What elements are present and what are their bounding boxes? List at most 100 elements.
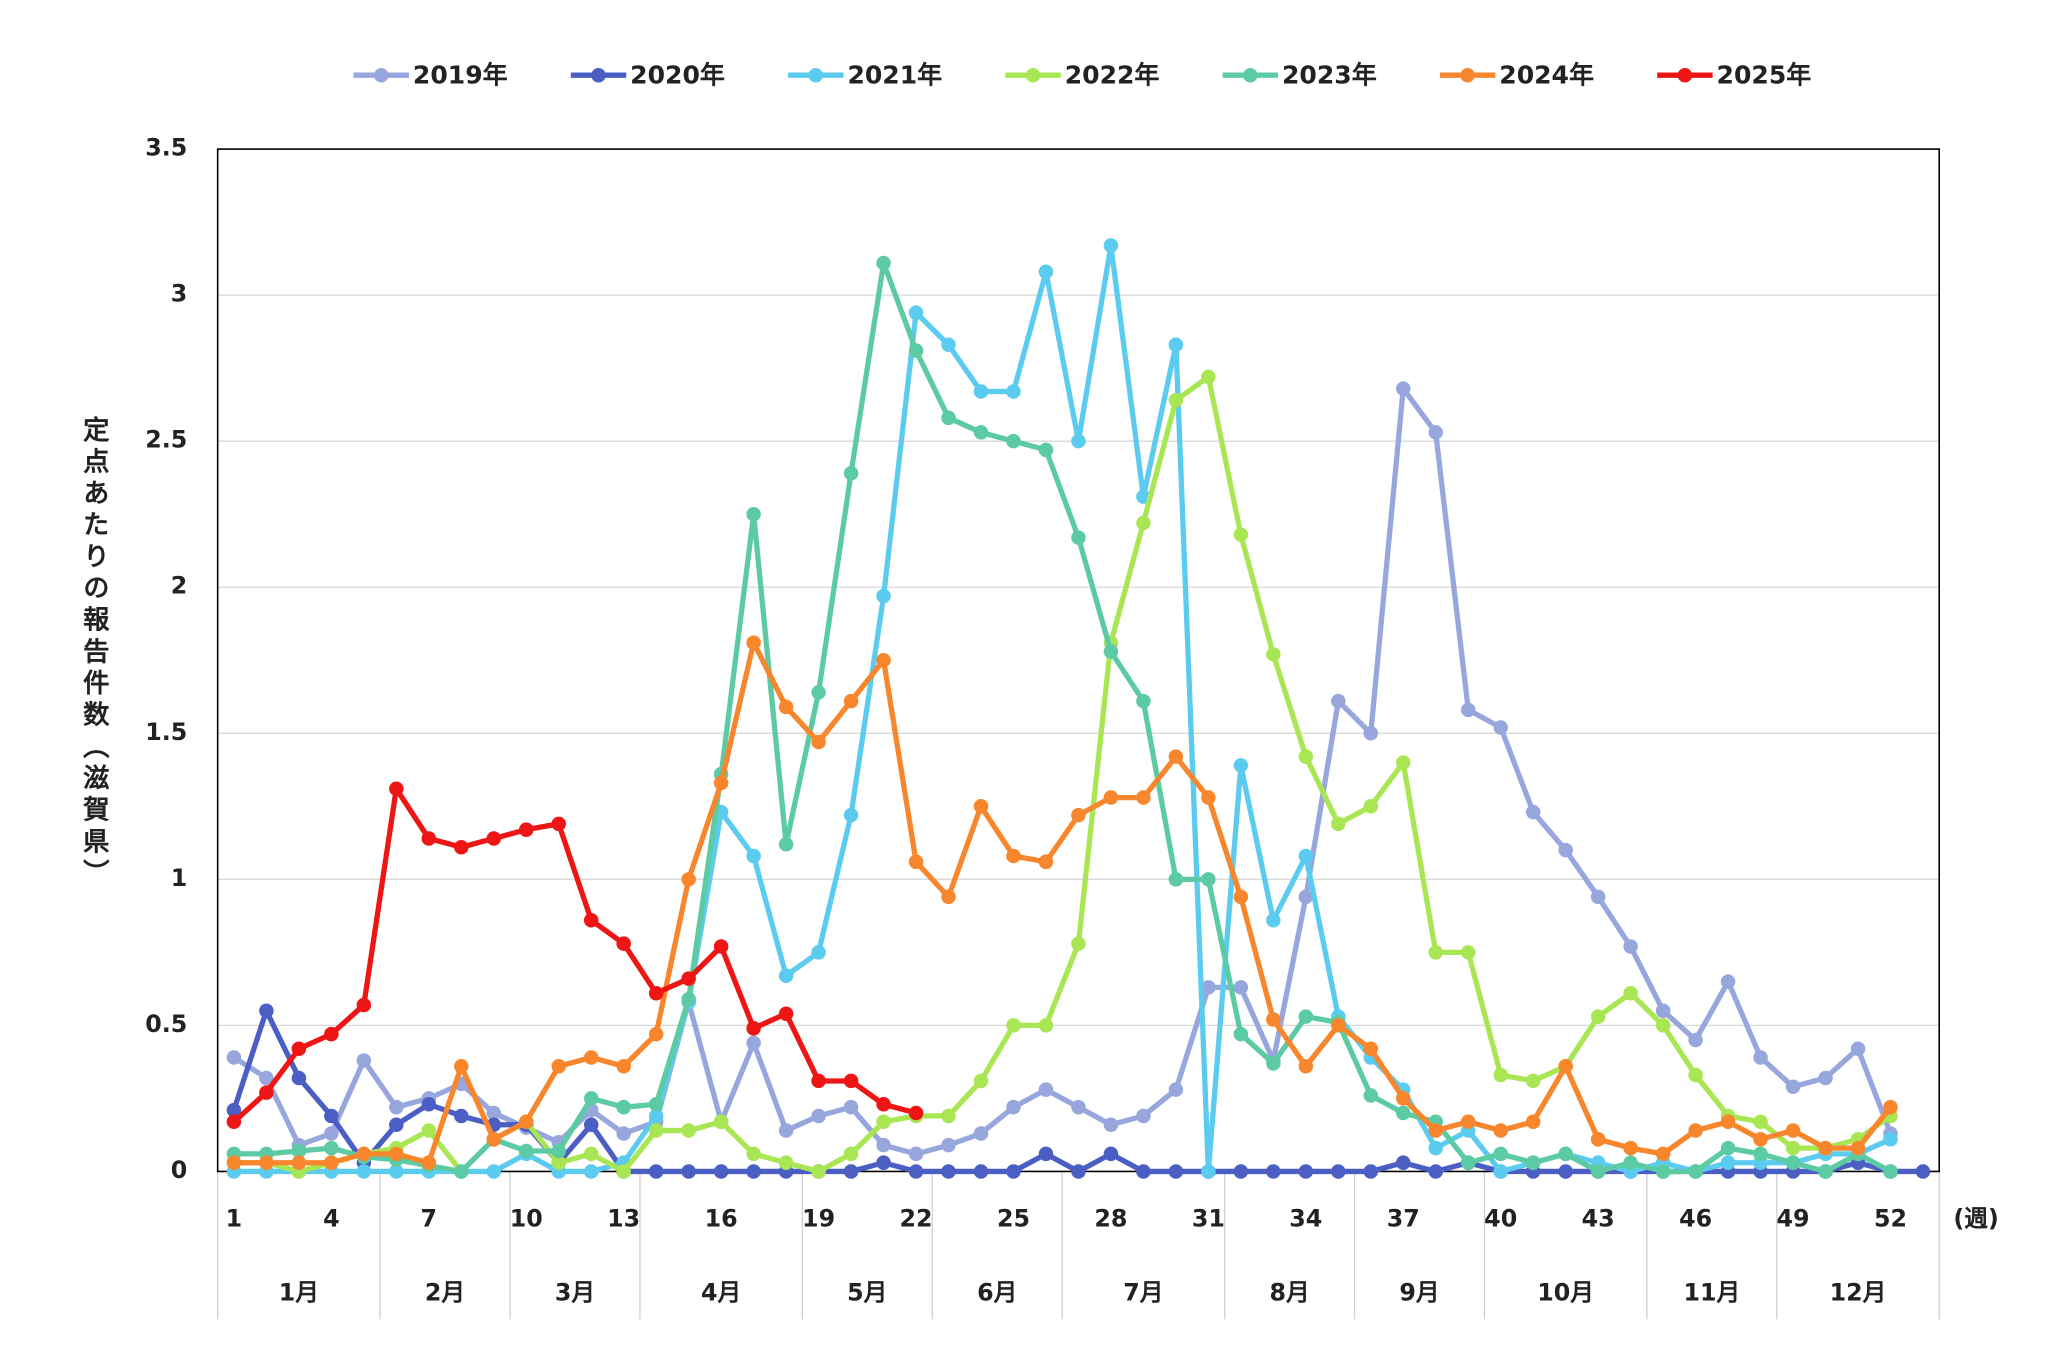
data-point bbox=[291, 1070, 307, 1086]
data-point bbox=[811, 1073, 826, 1089]
data-point bbox=[1233, 1164, 1249, 1179]
data-point bbox=[1590, 1132, 1606, 1147]
data-point bbox=[551, 1143, 566, 1159]
data-point bbox=[876, 1155, 891, 1170]
data-point bbox=[1655, 1164, 1671, 1179]
x-tick-label: 7 bbox=[421, 1205, 438, 1233]
data-point bbox=[843, 1164, 859, 1179]
legend-marker bbox=[591, 67, 606, 83]
data-point bbox=[1233, 889, 1249, 905]
legend-label: 2021年 bbox=[847, 61, 942, 90]
data-point bbox=[1298, 1059, 1314, 1074]
data-point bbox=[518, 1143, 534, 1159]
data-point bbox=[1201, 1164, 1216, 1179]
data-point bbox=[876, 1114, 891, 1130]
data-point bbox=[583, 1091, 599, 1106]
data-point bbox=[454, 839, 469, 855]
data-point bbox=[778, 1123, 794, 1138]
legend-label: 2019年 bbox=[413, 61, 508, 90]
data-point bbox=[1298, 889, 1314, 905]
data-point bbox=[1266, 1012, 1281, 1027]
data-point bbox=[1331, 693, 1346, 709]
data-point bbox=[1103, 1146, 1119, 1162]
data-point bbox=[1201, 980, 1216, 995]
data-point bbox=[1038, 1082, 1054, 1097]
data-point bbox=[1233, 1026, 1249, 1042]
data-point bbox=[1753, 1132, 1768, 1147]
data-point bbox=[1233, 758, 1249, 773]
month-label: 6月 bbox=[977, 1279, 1017, 1307]
data-point bbox=[648, 1097, 664, 1112]
data-point bbox=[1688, 1164, 1703, 1179]
data-point bbox=[1688, 1123, 1703, 1138]
data-point bbox=[648, 1164, 664, 1179]
data-point bbox=[1363, 799, 1379, 814]
data-point bbox=[1298, 848, 1314, 864]
y-tick-label: 2 bbox=[171, 572, 188, 600]
data-point bbox=[1493, 1146, 1508, 1162]
data-point bbox=[389, 1117, 404, 1132]
data-point bbox=[1460, 702, 1476, 718]
data-point bbox=[941, 410, 956, 426]
data-point bbox=[583, 1146, 599, 1162]
data-point bbox=[778, 699, 794, 715]
x-tick-label: 10 bbox=[510, 1205, 543, 1233]
data-point bbox=[1103, 790, 1119, 805]
month-label: 7月 bbox=[1123, 1279, 1163, 1307]
data-point bbox=[1525, 1114, 1541, 1130]
data-point bbox=[1590, 1009, 1606, 1024]
data-point bbox=[1720, 974, 1736, 989]
data-point bbox=[1201, 872, 1216, 887]
data-point bbox=[259, 1155, 274, 1170]
data-point bbox=[746, 1035, 761, 1051]
data-point bbox=[973, 799, 989, 814]
x-tick-label: 31 bbox=[1192, 1205, 1225, 1233]
data-point bbox=[941, 337, 956, 353]
data-point bbox=[389, 781, 404, 797]
data-point bbox=[713, 1164, 729, 1179]
month-label: 4月 bbox=[701, 1279, 741, 1307]
data-point bbox=[1266, 647, 1281, 662]
month-label: 12月 bbox=[1830, 1279, 1887, 1307]
month-label: 2月 bbox=[425, 1279, 465, 1307]
data-point bbox=[1331, 1164, 1346, 1179]
month-label: 11月 bbox=[1683, 1279, 1740, 1307]
data-point bbox=[486, 831, 502, 846]
legend-marker bbox=[808, 67, 824, 83]
data-point bbox=[908, 305, 924, 320]
data-point bbox=[1785, 1123, 1801, 1138]
series-line bbox=[232, 786, 917, 1124]
data-point bbox=[1623, 1140, 1638, 1156]
data-point bbox=[1266, 1056, 1281, 1071]
y-tick-label: 3.5 bbox=[145, 134, 187, 162]
x-tick-label: 25 bbox=[997, 1205, 1030, 1233]
y-axis-label: 定点あたりの報告件数（滋賀県） bbox=[78, 415, 110, 891]
data-point bbox=[226, 1050, 242, 1065]
data-point bbox=[356, 1164, 372, 1179]
month-label: 5月 bbox=[847, 1279, 887, 1307]
data-point bbox=[843, 693, 859, 709]
data-point bbox=[648, 986, 664, 1001]
data-point bbox=[1006, 1018, 1021, 1033]
data-point bbox=[583, 1117, 599, 1132]
data-point bbox=[713, 1114, 729, 1130]
data-point bbox=[1590, 889, 1606, 905]
legend-marker bbox=[373, 67, 389, 83]
data-point bbox=[1493, 1123, 1508, 1138]
data-point bbox=[843, 807, 859, 823]
data-point bbox=[1168, 749, 1184, 764]
data-point bbox=[1525, 1155, 1541, 1170]
data-point bbox=[1493, 1164, 1508, 1179]
series-line bbox=[232, 385, 1894, 1157]
data-point bbox=[1460, 1155, 1476, 1170]
data-point bbox=[1428, 425, 1444, 440]
data-point bbox=[551, 816, 566, 832]
data-point bbox=[973, 1073, 989, 1089]
data-point bbox=[713, 939, 729, 954]
data-point bbox=[876, 653, 891, 668]
data-point bbox=[1331, 1018, 1346, 1033]
data-point bbox=[1396, 1091, 1411, 1106]
data-point bbox=[1655, 1146, 1671, 1162]
data-point bbox=[1038, 854, 1054, 870]
data-point bbox=[454, 1059, 469, 1074]
